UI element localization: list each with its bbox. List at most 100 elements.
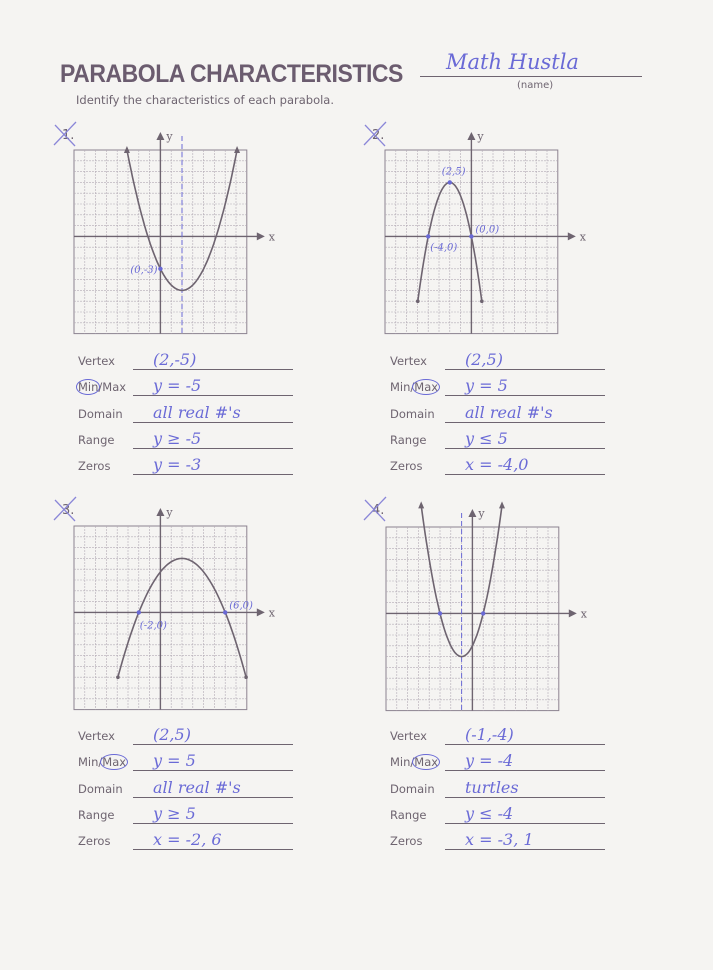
answer-value-minmax: y = -4 bbox=[465, 751, 514, 771]
parabola-curve bbox=[126, 149, 238, 292]
answer-field-range[interactable]: Range y ≤ -4 bbox=[390, 804, 610, 824]
field-label-domain: Domain bbox=[390, 406, 435, 421]
answer-value-zeros: x = -4,0 bbox=[465, 455, 529, 475]
curve-arrow-icon bbox=[234, 146, 241, 153]
answer-value-vertex: (2,5) bbox=[465, 350, 503, 369]
answer-field-domain[interactable]: Domain all real #'s bbox=[390, 403, 610, 423]
answer-underline bbox=[445, 474, 605, 476]
cross-out-mark bbox=[363, 496, 387, 522]
problem-number: 3. bbox=[62, 503, 75, 518]
y-axis-label: y bbox=[165, 130, 173, 143]
point-annotation: (2,5) bbox=[442, 166, 466, 177]
curve-arrow-icon bbox=[123, 146, 130, 153]
answer-field-minmax[interactable]: Min/Max y = -5 bbox=[76, 376, 298, 397]
curve-endpoint bbox=[244, 675, 248, 679]
answer-value-zeros: x = -3, 1 bbox=[465, 830, 534, 850]
marked-point bbox=[437, 611, 443, 616]
answer-underline bbox=[445, 770, 605, 772]
parabola-graph: x y (-2,0) (6,0) bbox=[73, 506, 276, 711]
answer-field-vertex[interactable]: Vertex (-1,-4) bbox=[390, 725, 610, 745]
cross-out-mark bbox=[53, 496, 77, 522]
curve-arrow-icon bbox=[418, 501, 425, 509]
label-slash: / bbox=[410, 380, 415, 395]
answer-underline bbox=[133, 369, 293, 370]
answer-underline bbox=[133, 474, 293, 476]
y-axis-label: y bbox=[165, 506, 173, 519]
answer-field-zeros[interactable]: Zeros x = -3, 1 bbox=[390, 830, 610, 851]
x-axis-label: x bbox=[269, 606, 276, 619]
curve-arrow-icon bbox=[499, 501, 506, 509]
answer-underline bbox=[133, 447, 293, 449]
field-label-range: Range bbox=[390, 432, 427, 447]
x-axis-arrow-icon bbox=[256, 232, 265, 241]
marked-point bbox=[223, 610, 228, 615]
field-label-range: Range bbox=[390, 807, 427, 822]
point-annotation: (0,-3) bbox=[130, 265, 157, 276]
x-axis-arrow-icon bbox=[568, 609, 577, 618]
answer-field-domain[interactable]: Domain turtles bbox=[390, 778, 610, 798]
answer-field-vertex[interactable]: Vertex (2,5) bbox=[78, 725, 298, 745]
label-max: Max bbox=[412, 379, 441, 396]
parabola-graph: x y (2,5) (0,0) (-4,0) bbox=[384, 130, 587, 335]
answer-field-range[interactable]: Range y ≤ 5 bbox=[390, 429, 610, 449]
marked-point bbox=[136, 610, 141, 615]
y-axis-arrow-icon bbox=[156, 508, 165, 516]
answer-underline bbox=[445, 421, 605, 423]
page-title: PARABOLA CHARACTERISTICS bbox=[60, 60, 403, 88]
x-axis-label: x bbox=[580, 230, 587, 243]
cross-out-mark bbox=[363, 121, 387, 147]
answer-field-range[interactable]: Range y ≥ 5 bbox=[78, 804, 298, 824]
answer-underline bbox=[133, 849, 293, 851]
answer-underline bbox=[445, 822, 605, 824]
answer-value-range: y ≤ -4 bbox=[465, 803, 514, 823]
answer-underline bbox=[133, 796, 293, 798]
field-label-zeros: Zeros bbox=[78, 459, 111, 474]
y-axis-arrow-icon bbox=[467, 132, 476, 140]
answer-field-minmax[interactable]: Min/Max y = -4 bbox=[390, 751, 610, 772]
answer-field-range[interactable]: Range y ≥ -5 bbox=[78, 429, 298, 449]
answer-field-minmax[interactable]: Min/Max y = 5 bbox=[78, 751, 298, 772]
answer-underline bbox=[133, 822, 293, 824]
answer-value-range: y ≤ 5 bbox=[465, 428, 508, 448]
label-min: Min bbox=[78, 755, 99, 770]
answer-value-minmax: y = -5 bbox=[153, 376, 202, 396]
answer-field-minmax[interactable]: Min/Max y = 5 bbox=[390, 376, 610, 397]
field-label-minmax: Min/Max bbox=[390, 379, 441, 396]
field-label-vertex: Vertex bbox=[390, 354, 427, 368]
marked-point bbox=[481, 611, 486, 616]
marked-point bbox=[426, 234, 431, 239]
y-axis-arrow-icon bbox=[468, 509, 477, 517]
field-label-range: Range bbox=[78, 807, 115, 822]
problem-number: 4. bbox=[372, 503, 385, 518]
curve-endpoint bbox=[116, 675, 120, 679]
answer-underline bbox=[133, 770, 293, 772]
answer-value-range: y ≥ 5 bbox=[153, 803, 196, 823]
label-min: Min bbox=[390, 755, 411, 770]
answer-field-vertex[interactable]: Vertex (2,-5) bbox=[78, 350, 298, 370]
answer-field-zeros[interactable]: Zeros x = -2, 6 bbox=[78, 830, 298, 851]
y-axis-arrow-icon bbox=[156, 132, 165, 140]
answer-value-domain: all real #'s bbox=[465, 402, 553, 422]
answer-field-zeros[interactable]: Zeros y = -3 bbox=[78, 455, 298, 476]
answer-value-minmax: y = 5 bbox=[153, 751, 196, 771]
answer-underline bbox=[445, 849, 605, 851]
instructions: Identify the characteristics of each par… bbox=[76, 93, 335, 107]
label-min: Min bbox=[76, 379, 101, 396]
label-slash: / bbox=[410, 755, 415, 770]
point-annotation: (6,0) bbox=[229, 600, 253, 611]
answer-value-domain: turtles bbox=[465, 777, 519, 797]
name-label: (name) bbox=[517, 80, 554, 91]
answer-field-domain[interactable]: Domain all real #'s bbox=[78, 778, 298, 798]
answer-value-range: y ≥ -5 bbox=[153, 428, 202, 448]
answer-field-vertex[interactable]: Vertex (2,5) bbox=[390, 350, 610, 370]
x-axis-arrow-icon bbox=[567, 232, 576, 241]
point-annotation: (0,0) bbox=[475, 224, 499, 235]
answer-underline bbox=[445, 447, 605, 449]
marked-point bbox=[447, 180, 452, 185]
answer-field-zeros[interactable]: Zeros x = -4,0 bbox=[390, 455, 610, 476]
parabola-graph: x y (0,-3) bbox=[73, 130, 276, 335]
field-label-range: Range bbox=[78, 432, 115, 447]
answer-field-domain[interactable]: Domain all real #'s bbox=[78, 403, 298, 423]
name-field-line[interactable] bbox=[420, 76, 642, 77]
